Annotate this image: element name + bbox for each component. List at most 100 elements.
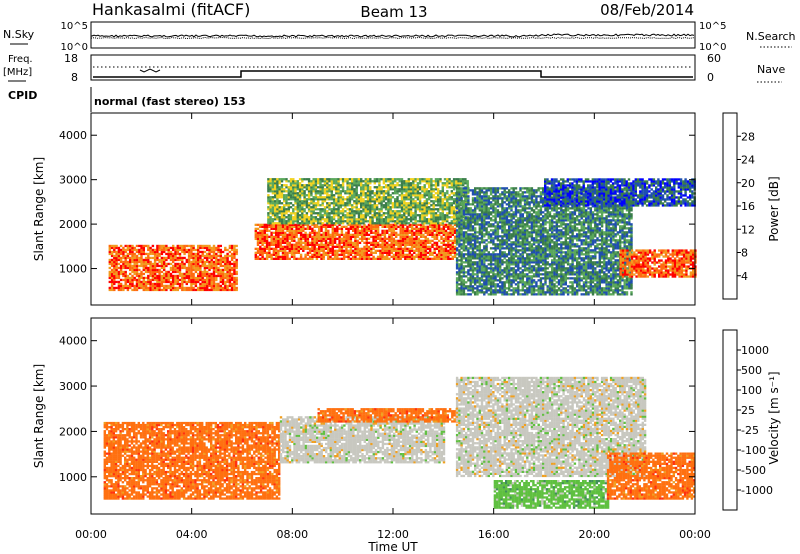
power-cells-cell	[313, 223, 316, 226]
power-cells-cell	[297, 231, 300, 234]
power-cells-cell	[379, 249, 382, 252]
power-cells-cell	[367, 255, 371, 258]
power-cells-cell	[323, 208, 327, 211]
power-cells-cell	[328, 186, 331, 189]
power-cells-cell	[499, 227, 502, 230]
power-cells-cell	[471, 255, 475, 258]
power-cells-cell	[387, 218, 390, 221]
power-cells-cell	[217, 272, 220, 276]
power-cells-cell	[151, 252, 155, 256]
power-cells-cell	[119, 288, 123, 292]
power-cells-cell	[465, 189, 468, 192]
power-cells-cell	[373, 208, 376, 211]
power-cells-cell	[489, 283, 493, 286]
power-cells-cell	[219, 254, 222, 258]
power-cells-cell	[474, 211, 477, 214]
power-cells-cell	[314, 180, 318, 183]
power-cells-cell	[442, 227, 445, 230]
power-cells-cell	[410, 257, 414, 260]
power-cells-cell	[379, 243, 382, 246]
power-cells-cell	[115, 250, 118, 254]
power-cells-cell	[371, 222, 374, 225]
power-cells-cell	[462, 287, 466, 290]
power-cells-cell	[387, 200, 390, 203]
power-cells-cell	[332, 212, 336, 215]
power-cells-cell	[399, 239, 402, 242]
power-cells-cell	[329, 223, 332, 226]
power-cells-cell	[476, 195, 479, 198]
power-cells-cell	[342, 233, 346, 236]
power-cells-cell	[404, 249, 407, 252]
power-cells-cell	[210, 258, 213, 262]
power-cells-cell	[480, 283, 484, 286]
power-cells-cell	[467, 227, 470, 230]
power-cells-cell	[355, 184, 358, 187]
power-cells-cell	[330, 186, 333, 189]
power-cells-cell	[352, 243, 355, 246]
power-cells-cell	[330, 218, 333, 221]
power-cells-cell	[233, 250, 236, 254]
power-cells-cell	[327, 235, 330, 238]
power-cells-cell	[365, 241, 368, 244]
power-cells-cell	[462, 213, 466, 216]
power-cells-cell	[301, 216, 304, 219]
power-cells-cell	[476, 197, 479, 200]
power-cells-cell	[407, 210, 410, 213]
power-cells-cell	[460, 257, 463, 260]
power-cells-cell	[499, 187, 502, 190]
power-cells-cell	[452, 184, 456, 187]
power-cells-cell	[305, 178, 309, 181]
power-cells-cell	[167, 248, 170, 252]
power-cells-cell	[287, 190, 290, 193]
power-cells-cell	[465, 239, 468, 242]
power-cells-cell	[313, 241, 316, 244]
power-cells-cell	[321, 196, 324, 199]
power-cells-cell	[353, 180, 356, 183]
power-cells-cell	[210, 284, 213, 288]
power-cells-cell	[194, 268, 198, 272]
power-cells-cell	[492, 259, 495, 262]
power-cells-cell	[469, 261, 472, 264]
power-cells-cell	[276, 218, 279, 221]
power-cells-cell	[151, 270, 155, 274]
power-cells-cell	[474, 277, 477, 280]
power-cells-cell	[317, 212, 320, 215]
power-cells-cell	[462, 261, 466, 264]
power-cells-cell	[353, 222, 356, 225]
power-cells-cell	[108, 258, 111, 262]
power-cells-cell	[451, 257, 454, 260]
power-cells-cell	[280, 206, 284, 209]
power-cells-cell	[383, 235, 387, 238]
power-cells-cell	[160, 278, 164, 282]
power-cells-cell	[115, 256, 118, 260]
power-cells-cell	[151, 284, 155, 288]
power-cells-cell	[356, 233, 359, 236]
power-cells-cell	[409, 192, 413, 195]
power-cells-cell	[119, 282, 123, 286]
power-cells-cell	[113, 274, 116, 278]
power-cells-cell	[178, 244, 182, 248]
power-cells-cell	[455, 241, 459, 244]
power-cells-cell	[407, 186, 410, 189]
power-cells-cell	[443, 214, 447, 217]
power-cells-cell	[476, 235, 479, 238]
power-cells-cell	[356, 257, 359, 260]
power-cells-cell	[425, 180, 429, 183]
power-cells-cell	[328, 190, 331, 193]
power-cells-cell	[299, 225, 303, 228]
power-cells-cell	[153, 256, 157, 260]
power-cells-cell	[452, 206, 456, 209]
power-cells-cell	[233, 278, 236, 282]
power-cells-cell	[333, 235, 337, 238]
power-cells-cell	[302, 233, 305, 236]
power-cells-cell	[378, 186, 381, 189]
power-cells-cell	[443, 208, 447, 211]
power-cells-cell	[135, 250, 139, 254]
power-cells-cell	[296, 194, 299, 197]
power-cells-cell	[310, 186, 313, 189]
power-cells-cell	[460, 275, 463, 278]
power-cells-cell	[430, 218, 433, 221]
power-cells-cell	[469, 243, 472, 246]
power-cells-cell	[311, 247, 314, 250]
power-cells-cell	[496, 237, 500, 240]
